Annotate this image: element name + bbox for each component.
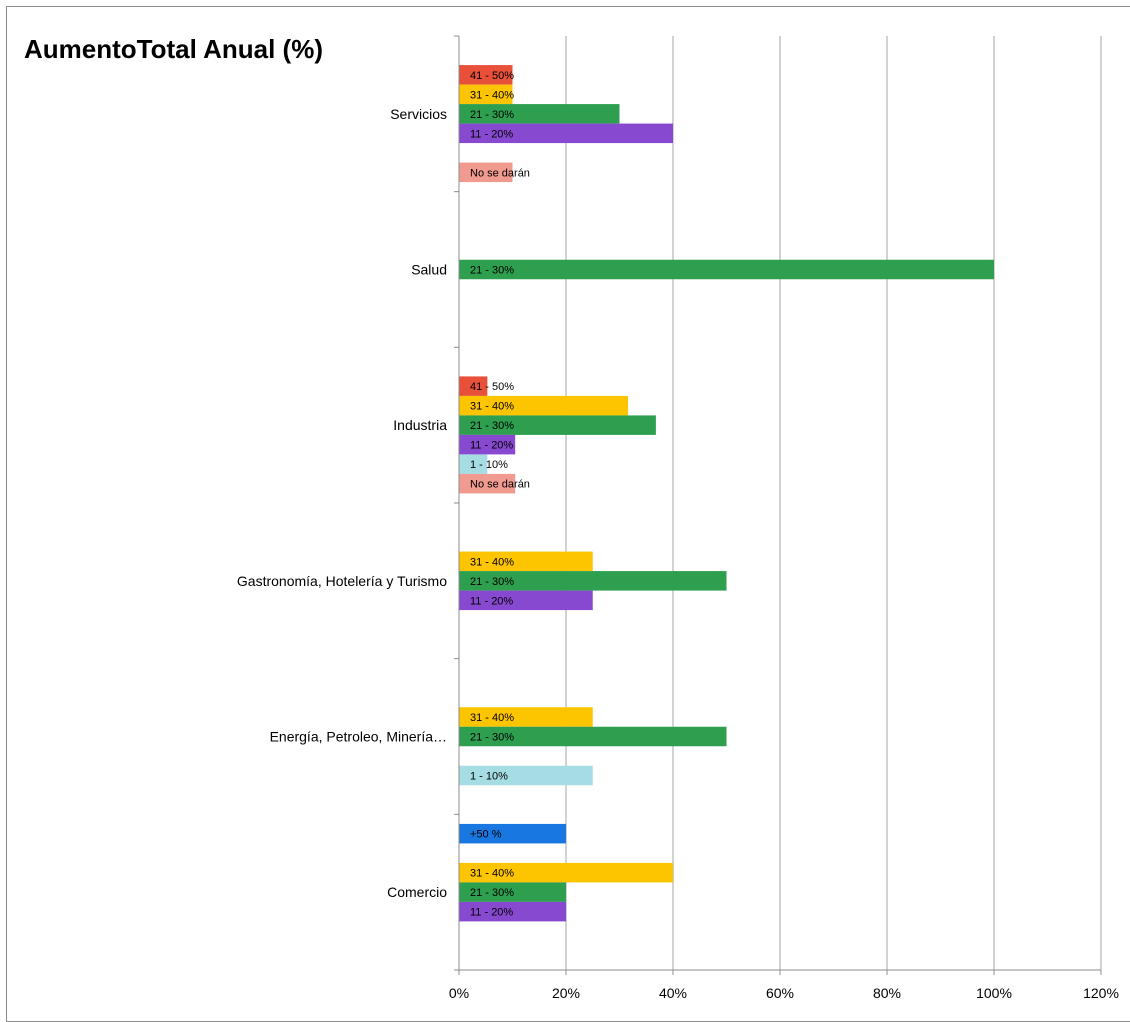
bar [459, 65, 513, 85]
bar-label: No se darán [470, 167, 530, 179]
bar-label: 41 - 50% [470, 381, 514, 393]
x-tick-label: 120% [1083, 985, 1119, 1001]
bar [459, 765, 593, 786]
category-label: Industria [393, 417, 447, 433]
x-tick-label: 0% [449, 985, 469, 1001]
bar-label: 31 - 40% [470, 556, 514, 568]
bar [459, 473, 516, 494]
category-label: Energía, Petroleo, Minería… [270, 729, 447, 745]
axes: 0% 20% 40% 60% 80% 100% 120% Servicios Salud Indu… [237, 35, 1119, 1001]
category-label: Servicios [390, 106, 447, 122]
bar-label: 21 - 30% [470, 109, 514, 121]
bar [459, 862, 673, 883]
bar-label: 11 - 20% [470, 128, 513, 140]
x-tick-label: 60% [766, 985, 794, 1001]
bar-label: 21 - 30% [470, 420, 514, 432]
gridlines [565, 36, 1102, 970]
bar-label: 21 - 30% [470, 732, 514, 744]
bar-label: 11 - 20% [470, 907, 513, 919]
bar [459, 707, 593, 727]
bar [459, 395, 629, 416]
bar [459, 84, 513, 105]
bar [459, 571, 727, 591]
bar-label: 11 - 20% [470, 595, 513, 607]
bar [459, 415, 656, 435]
bar-label: 21 - 30% [470, 887, 514, 899]
bar [459, 434, 516, 455]
bar [459, 551, 593, 572]
chart-frame [6, 6, 1130, 1022]
bar-label: 31 - 40% [470, 401, 514, 413]
bar-label: +50 % [470, 829, 502, 841]
category-label: Gastronomía, Hotelería y Turismo [237, 573, 447, 589]
x-tick-label: 40% [659, 985, 687, 1001]
bar-label: 31 - 40% [470, 712, 514, 724]
x-tick-label: 80% [873, 985, 901, 1001]
category-label: Salud [411, 262, 447, 278]
bar [459, 162, 513, 183]
bar [459, 104, 620, 124]
bar-label: 41 - 50% [470, 70, 514, 82]
x-tick-label: 20% [552, 985, 580, 1001]
bar [459, 454, 488, 474]
category-label: Comercio [387, 884, 447, 900]
x-tick-label: 100% [976, 985, 1012, 1001]
bar-label: 31 - 40% [470, 89, 514, 101]
bar-label: 11 - 20% [470, 440, 513, 452]
bar-label: 21 - 30% [470, 265, 514, 277]
bar [459, 376, 488, 396]
bar-label: 31 - 40% [470, 868, 514, 880]
bar [459, 882, 566, 902]
bar-label: 1 - 10% [470, 771, 508, 783]
bar [459, 259, 994, 280]
bar [459, 901, 566, 922]
bar [459, 823, 566, 844]
bar [459, 123, 673, 144]
chart-title: AumentoTotal Anual (%) [24, 34, 323, 64]
bar [459, 726, 727, 747]
bar [459, 590, 593, 611]
bar-label: 1 - 10% [470, 459, 508, 471]
bar-label: 21 - 30% [470, 576, 514, 588]
bars: 41 - 50% 31 - 40% 21 - 30% 11 - 20% No se da… [459, 65, 994, 922]
bar-label: No se darán [470, 479, 530, 491]
